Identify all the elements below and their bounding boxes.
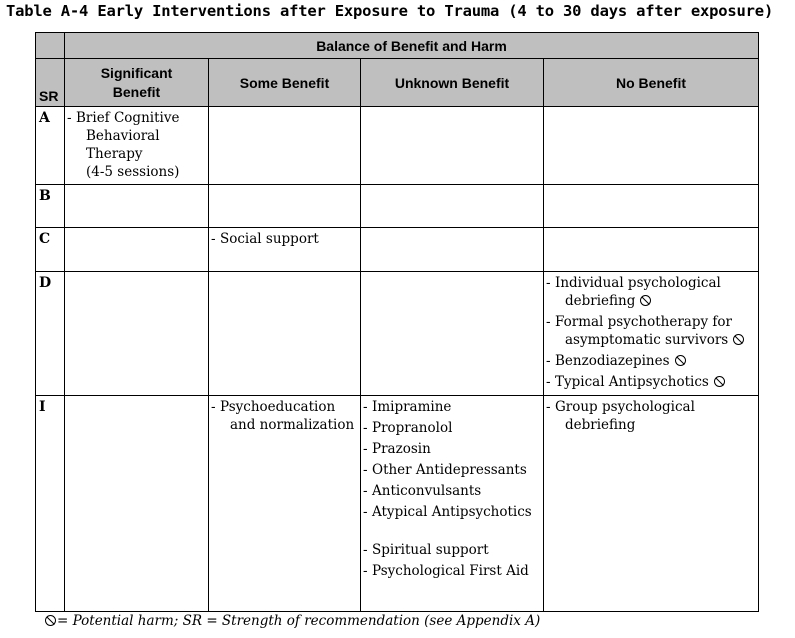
cell-some: Social support: [208, 227, 361, 272]
column-header-no-benefit: No Benefit: [543, 58, 759, 107]
cell-significant: [64, 184, 209, 228]
table-row-c: C Social support: [35, 227, 759, 272]
cell-none: [543, 106, 759, 185]
list-item: Propranolol: [363, 419, 541, 437]
cell-significant: [64, 227, 209, 272]
table-title: Table A-4 Early Interventions after Expo…: [6, 2, 774, 20]
list-item: Benzodiazepines: [546, 352, 756, 370]
footnote: = Potential harm; SR = Strength of recom…: [45, 613, 540, 629]
sr-label: C: [35, 227, 65, 272]
potential-harm-icon: [733, 334, 745, 345]
list-item: Social support: [211, 230, 358, 248]
table-row-b: B: [35, 184, 759, 228]
list-item: Atypical Antipsychotics: [363, 503, 541, 521]
list-item: Anticonvulsants: [363, 482, 541, 500]
group-header: Balance of Benefit and Harm: [64, 32, 759, 59]
potential-harm-icon: [674, 355, 686, 366]
cell-unknown: [360, 227, 544, 272]
column-header-some-benefit: Some Benefit: [208, 58, 361, 107]
list-item: Spiritual support: [363, 541, 541, 559]
list-item: Other Antidepressants: [363, 461, 541, 479]
potential-harm-icon: [713, 376, 725, 387]
cell-unknown: [360, 184, 544, 228]
cell-none: [543, 184, 759, 228]
cell-unknown: [360, 271, 544, 396]
sr-label: I: [35, 395, 65, 612]
cell-none: Individual psychologicaldebriefingFormal…: [543, 271, 759, 396]
cell-significant: [64, 395, 209, 612]
header-blank-cell: [35, 32, 65, 59]
cell-none: [543, 227, 759, 272]
cell-unknown: [360, 106, 544, 185]
column-header-sr: SR: [35, 58, 65, 107]
potential-harm-icon: [45, 615, 56, 626]
recommendations-table: Balance of Benefit and Harm SR Significa…: [35, 32, 759, 612]
potential-harm-icon: [640, 295, 652, 306]
sr-label: D: [35, 271, 65, 396]
cell-some: [208, 271, 361, 396]
cell-unknown: Imipramine Propranolol Prazosin Other Antid…: [360, 395, 544, 612]
table-row-d: D Individual psychologicaldebriefingForm…: [35, 271, 759, 396]
column-header-significant-benefit: Significant Benefit: [64, 58, 209, 107]
sr-label: A: [35, 106, 65, 185]
list-item: Typical Antipsychotics: [546, 373, 756, 391]
cell-some: [208, 106, 361, 185]
list-item: Prazosin: [363, 440, 541, 458]
cell-significant: [64, 271, 209, 396]
list-item: Psychological First Aid: [363, 562, 541, 580]
column-header-unknown-benefit: Unknown Benefit: [360, 58, 544, 107]
sr-label: B: [35, 184, 65, 228]
list-item: Imipramine: [363, 398, 541, 416]
cell-some: [208, 184, 361, 228]
